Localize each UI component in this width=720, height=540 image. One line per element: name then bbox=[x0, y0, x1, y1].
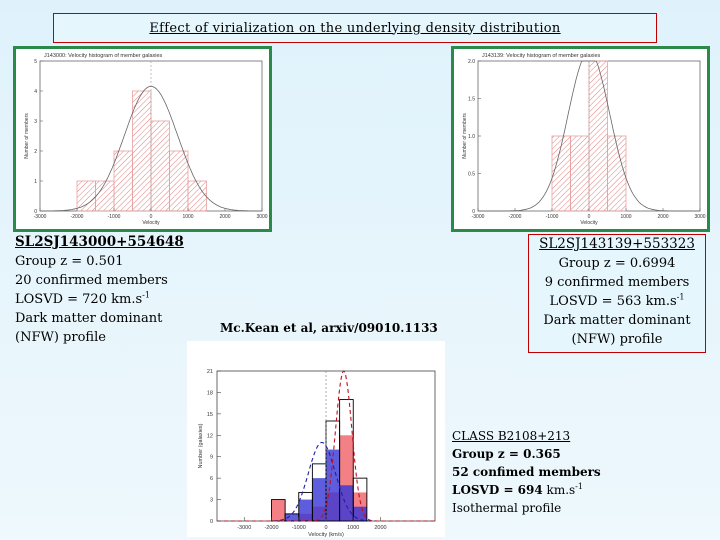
right-histogram-panel: J143139: Velocity histogram of member ga… bbox=[451, 46, 710, 232]
y-tick-label: 2 bbox=[34, 149, 37, 155]
histogram-bar bbox=[95, 180, 115, 212]
left-histogram: J143000: Velocity histogram of member ga… bbox=[24, 53, 268, 226]
red-bar bbox=[271, 499, 286, 521]
left-cluster-redshift: Group z = 0.501 bbox=[15, 254, 124, 269]
bottom-cluster-losvd: LOSVD = 694 km.s-1 bbox=[452, 482, 583, 498]
left-cluster-name: SL2SJ143000+554648 bbox=[15, 234, 184, 250]
y-tick-label: 0 bbox=[472, 209, 475, 215]
outline-bar bbox=[339, 399, 354, 522]
right-cluster-losvd: LOSVD = 563 km.s-1 bbox=[549, 292, 685, 309]
y-tick-label: 1.5 bbox=[468, 97, 475, 103]
y-tick-label: 5 bbox=[34, 59, 37, 65]
bottom-cluster-profile: Isothermal profile bbox=[452, 501, 562, 515]
x-axis-label: Velocity bbox=[580, 220, 598, 226]
blue-bar bbox=[298, 499, 313, 521]
histogram-bar bbox=[76, 180, 96, 212]
x-tick-label: 0 bbox=[324, 525, 327, 531]
blue-bar bbox=[285, 513, 299, 521]
x-tick-label: 2000 bbox=[374, 525, 386, 531]
chart-title: J143139: Velocity histogram of member ga… bbox=[482, 53, 601, 59]
bottom-histogram: -3000 -2000 -1000 0 1000 2000 0 3 6 9 12 15 18 21 Velo… bbox=[198, 369, 436, 537]
left-histogram-panel: J143000: Velocity histogram of member ga… bbox=[13, 46, 272, 232]
x-axis-label: Velocity (km/s) bbox=[308, 532, 344, 537]
y-tick-label: 0.5 bbox=[468, 172, 475, 178]
x-tick-label: -1000 bbox=[108, 214, 121, 220]
histogram-bar bbox=[551, 135, 571, 212]
histogram-bar bbox=[570, 135, 590, 212]
x-tick-label: -1000 bbox=[292, 525, 306, 531]
x-tick-label: -3000 bbox=[237, 525, 251, 531]
bottom-histogram-panel: -3000 -2000 -1000 0 1000 2000 0 3 6 9 12 15 18 21 Velo… bbox=[187, 341, 445, 537]
outline-bar bbox=[352, 477, 368, 522]
x-tick-label: -2000 bbox=[264, 525, 278, 531]
bottom-cluster-name: CLASS B2108+213 bbox=[452, 429, 571, 443]
x-axis-label: Velocity bbox=[142, 220, 160, 226]
red-gaussian-fit bbox=[217, 370, 435, 522]
blue-bar bbox=[339, 485, 354, 521]
bottom-cluster-members: 52 confimed members bbox=[452, 465, 601, 479]
y-axis-label: Number (galaxies) bbox=[198, 423, 204, 468]
y-tick-label: 12 bbox=[207, 433, 213, 439]
right-cluster-members: 9 confirmed members bbox=[544, 275, 690, 290]
chart-title: J143000: Velocity histogram of member ga… bbox=[44, 53, 163, 59]
blue-bar bbox=[312, 478, 326, 521]
y-tick-label: 3 bbox=[34, 119, 37, 125]
histogram-bar bbox=[169, 150, 189, 212]
x-tick-label: 1000 bbox=[347, 525, 359, 531]
left-cluster-losvd: LOSVD = 720 km.s-1 bbox=[15, 290, 150, 307]
y-tick-label: 18 bbox=[207, 390, 213, 396]
y-tick-label: 1.0 bbox=[468, 134, 475, 140]
outline-bar bbox=[271, 499, 286, 522]
x-tick-label: -3000 bbox=[34, 214, 47, 220]
y-tick-label: 0 bbox=[34, 209, 37, 215]
histogram-bar bbox=[132, 90, 152, 212]
y-axis-label: Number of members bbox=[462, 113, 468, 159]
slide-title: Effect of virialization on the underlyin… bbox=[53, 13, 657, 43]
right-cluster-name: SL2SJ143139+553323 bbox=[539, 236, 695, 252]
y-axis-label: Number of members bbox=[24, 113, 30, 159]
x-tick-label: 0 bbox=[588, 214, 591, 220]
right-cluster-redshift: Group z = 0.6994 bbox=[558, 256, 676, 271]
left-cluster-members: 20 confirmed members bbox=[15, 273, 168, 288]
x-tick-label: 1000 bbox=[620, 214, 631, 220]
right-cluster-info: SL2SJ143139+553323 Group z = 0.6994 9 co… bbox=[528, 234, 706, 353]
histogram-bar bbox=[588, 60, 608, 212]
x-tick-label: 3000 bbox=[694, 214, 705, 220]
citation: Mc.Kean et al, arxiv/09010.1133 bbox=[220, 321, 438, 335]
y-tick-label: 1 bbox=[34, 179, 37, 185]
histogram-bar bbox=[150, 120, 170, 212]
histogram-bar bbox=[187, 180, 207, 212]
bottom-cluster-redshift: Group z = 0.365 bbox=[452, 447, 561, 461]
right-cluster-dm: Dark matter dominant bbox=[543, 313, 691, 328]
x-tick-label: 2000 bbox=[657, 214, 668, 220]
y-tick-label: 21 bbox=[207, 369, 213, 375]
x-tick-label: -2000 bbox=[71, 214, 84, 220]
histogram-bar bbox=[113, 150, 133, 212]
left-cluster-dm: Dark matter dominant bbox=[15, 311, 163, 326]
left-cluster-info: SL2SJ143000+554648 Group z = 0.501 20 co… bbox=[15, 233, 184, 347]
x-tick-label: 0 bbox=[150, 214, 153, 220]
x-tick-label: 3000 bbox=[256, 214, 267, 220]
y-tick-label: 6 bbox=[210, 476, 213, 482]
blue-bar bbox=[353, 506, 367, 521]
y-tick-label: 9 bbox=[210, 455, 213, 461]
slide-title-text: Effect of virialization on the underlyin… bbox=[149, 20, 561, 36]
right-cluster-profile: (NFW) profile bbox=[571, 332, 663, 347]
x-tick-label: -2000 bbox=[509, 214, 522, 220]
bottom-cluster-info: CLASS B2108+213 Group z = 0.365 52 confi… bbox=[452, 427, 601, 517]
blue-bar bbox=[326, 449, 340, 521]
histogram-bar bbox=[607, 135, 627, 212]
y-tick-label: 0 bbox=[210, 519, 213, 525]
y-tick-label: 3 bbox=[210, 498, 213, 504]
x-tick-label: 2000 bbox=[219, 214, 230, 220]
left-cluster-profile: (NFW) profile bbox=[15, 330, 106, 345]
y-tick-label: 2.0 bbox=[468, 59, 475, 65]
y-tick-label: 15 bbox=[207, 412, 213, 418]
x-tick-label: -1000 bbox=[546, 214, 559, 220]
right-histogram: J143139: Velocity histogram of member ga… bbox=[462, 53, 706, 226]
y-tick-label: 4 bbox=[34, 89, 37, 95]
x-tick-label: 1000 bbox=[182, 214, 193, 220]
x-tick-label: -3000 bbox=[472, 214, 485, 220]
